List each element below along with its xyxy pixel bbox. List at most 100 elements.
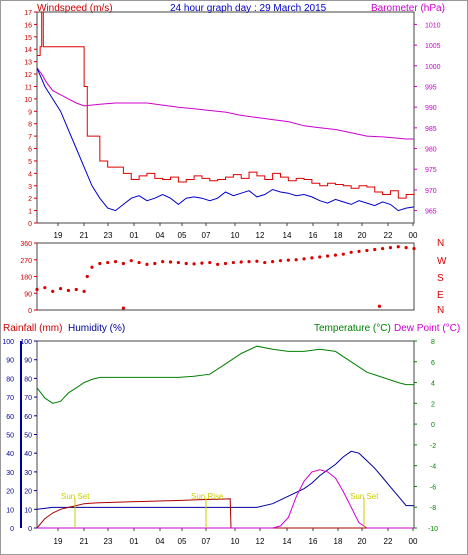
wind-x-tick-label: 21 [80,231,89,240]
windspeed-tick-label: 1 [28,209,32,216]
temperature-tick-label: -8 [430,505,436,512]
humidity-tick-label: 60 [24,414,32,421]
direction-point [161,260,165,264]
humidity-tick-label: 40 [24,451,32,458]
direction-tick-label: 90 [24,291,32,298]
direction-point [396,245,400,249]
temp-x-tick-label: 20 [358,537,367,546]
windspeed-tick-label: 3 [28,184,32,191]
temp-x-tick-label: 14 [283,537,292,546]
barometer-tick-label: 975 [425,167,437,174]
direction-points [35,245,416,310]
windspeed-title: Windspeed (m/s) [37,3,113,14]
temperature-tick-label: 0 [431,422,435,429]
humidity-tick-label: 50 [24,433,32,440]
wind-x-tick-label: 04 [156,231,165,240]
rainfall-tick-label: 40 [6,451,14,458]
direction-point [380,246,385,251]
temp-x-tick-label: 05 [178,537,187,546]
rainfall-line [36,498,414,529]
direction-point [404,246,408,250]
direction-point [66,288,71,293]
barometer-tick-label: 995 [425,84,437,91]
direction-point [318,255,322,259]
direction-point [333,253,338,257]
windspeed-tick-label: 12 [24,72,32,79]
temperature-line [36,345,414,404]
windspeed-tick-label: 7 [28,134,32,141]
wind-x-tick-label: 10 [231,231,240,240]
direction-tick-label: 0 [28,308,32,315]
temp-x-tick-label: 19 [54,537,63,546]
temp-x-tick-label: 23 [104,537,113,546]
direction-point [200,261,204,265]
rainfall-tick-label: 90 [6,358,14,365]
direction-point [349,250,353,254]
direction-point [106,260,110,265]
temp-x-tick-label: 22 [384,537,393,546]
temp-panel-series [36,345,414,529]
direction-tick-label: 360 [20,241,32,248]
windspeed-tick-label: 4 [28,171,32,178]
rainfall-tick-label: 30 [6,470,14,477]
wind-panel-frame [36,11,415,224]
windspeed-tick-label: 6 [28,147,32,154]
direction-point [145,262,149,267]
direction-axis: 0 90 180 270 360 [20,241,37,315]
barometer-tick-label: 980 [425,147,437,154]
direction-point [231,260,235,265]
direction-point [121,306,125,310]
wind-x-tick-label: 12 [256,231,265,240]
sunrise-label: Sun Rise [191,492,224,501]
windspeed-tick-label: 2 [28,196,32,203]
humidity-tick-label: 90 [24,358,32,365]
direction-point [302,257,306,261]
humidity-title: Humidity (%) [68,323,125,334]
direction-point [82,289,86,293]
wind-panel-series [36,11,415,212]
humidity-tick-label: 70 [24,395,32,402]
barometer-tick-label: 970 [425,188,437,195]
temperature-tick-label: -10 [428,526,438,533]
windspeed-tick-label: 9 [28,109,32,116]
direction-point [153,261,157,266]
windspeed-tick-label: 13 [24,60,32,67]
wind_gust-line [37,11,415,199]
temp-x-tick-label: 00 [409,537,418,546]
humidity-tick-label: 10 [24,507,32,514]
direction-point [223,261,228,266]
humidity-tick-label: 0 [28,526,32,533]
dewpoint-title: Dew Point (°C) [394,323,460,334]
windspeed-tick-label: 5 [28,159,32,166]
rainfall-tick-label: 50 [6,433,14,440]
direction-point [137,260,141,265]
dew_point-line [37,469,414,529]
direction-point [247,260,251,264]
wind-x-tick-label: 19 [54,231,63,240]
compass-label: N [437,305,444,316]
barometer-tick-label: 1000 [425,64,441,71]
direction-point [90,265,94,269]
temp-x-tick-label: 21 [80,537,89,546]
wind-x-tick-label: 14 [283,231,292,240]
windspeed-tick-label: 11 [25,84,32,91]
wind-panel-grid [57,223,414,226]
direction-point [121,261,125,266]
direction-point [43,286,47,290]
rainfall-tick-label: 20 [6,489,14,496]
windspeed-tick-label: 0 [28,221,32,228]
direction-point [263,260,267,265]
wind-x-tick-label: 16 [309,231,318,240]
temp-x-tick-label: 18 [334,537,343,546]
direction-point [357,249,361,253]
direction-point [239,260,243,264]
temperature-tick-label: 8 [431,339,435,346]
humidity-tick-label: 20 [24,489,32,496]
wind_avg-line [36,67,415,212]
compass-label: S [437,273,444,284]
temperature-tick-label: -4 [430,464,436,471]
temperature-title: Temperature (°C) [314,323,391,334]
